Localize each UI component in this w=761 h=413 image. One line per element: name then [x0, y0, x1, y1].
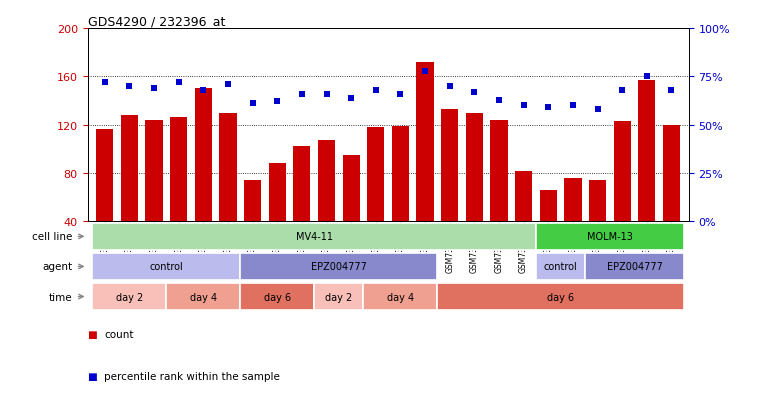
Text: EPZ004777: EPZ004777 — [607, 262, 662, 272]
Bar — [269, 164, 286, 222]
Text: MV4-11: MV4-11 — [296, 232, 333, 242]
Text: day 4: day 4 — [387, 292, 414, 302]
Bar — [663, 126, 680, 222]
Text: day 6: day 6 — [547, 292, 574, 302]
Text: time: time — [49, 292, 72, 302]
Text: cell line: cell line — [32, 232, 72, 242]
Text: day 2: day 2 — [325, 292, 352, 302]
Bar — [364, 283, 438, 311]
Bar — [121, 116, 138, 222]
Bar — [585, 253, 684, 280]
Bar — [638, 81, 655, 222]
Bar — [240, 283, 314, 311]
Bar — [167, 283, 240, 311]
Text: day 6: day 6 — [263, 292, 291, 302]
Bar — [96, 130, 113, 222]
Bar — [392, 126, 409, 222]
Bar — [145, 121, 163, 222]
Bar — [438, 283, 684, 311]
Bar — [293, 147, 310, 222]
Text: count: count — [104, 330, 134, 339]
Bar — [92, 253, 240, 280]
Text: day 4: day 4 — [189, 292, 217, 302]
Text: ■: ■ — [88, 371, 97, 381]
Bar — [342, 155, 360, 222]
Bar — [589, 181, 607, 222]
Bar — [613, 122, 631, 222]
Text: EPZ004777: EPZ004777 — [311, 262, 367, 272]
Bar — [536, 253, 585, 280]
Bar — [416, 63, 434, 222]
Bar — [564, 178, 581, 222]
Bar — [314, 283, 364, 311]
Text: control: control — [543, 262, 578, 272]
Bar — [367, 128, 384, 222]
Bar — [92, 223, 536, 251]
Bar — [318, 141, 335, 222]
Bar — [170, 118, 187, 222]
Text: GDS4290 / 232396_at: GDS4290 / 232396_at — [88, 15, 225, 28]
Text: control: control — [149, 262, 183, 272]
Text: agent: agent — [43, 262, 72, 272]
Text: percentile rank within the sample: percentile rank within the sample — [104, 371, 280, 381]
Bar — [466, 113, 483, 222]
Bar — [240, 253, 438, 280]
Bar — [441, 110, 458, 222]
Bar — [536, 223, 684, 251]
Bar — [92, 283, 167, 311]
Bar — [244, 181, 261, 222]
Bar — [195, 89, 212, 222]
Text: day 2: day 2 — [116, 292, 143, 302]
Text: ■: ■ — [88, 330, 97, 339]
Bar — [490, 121, 508, 222]
Text: MOLM-13: MOLM-13 — [587, 232, 633, 242]
Bar — [219, 113, 237, 222]
Bar — [540, 190, 557, 222]
Bar — [515, 171, 532, 222]
